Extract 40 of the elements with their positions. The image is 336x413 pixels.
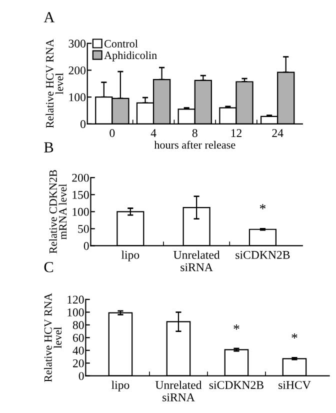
x-tick-label: 4 bbox=[150, 129, 156, 137]
x-tick-label: 0 bbox=[110, 129, 115, 138]
x-axis-title: hours after release bbox=[154, 140, 236, 149]
x-tick-label: lipo bbox=[112, 380, 130, 392]
annotation: * bbox=[292, 333, 298, 339]
y-tick-label: 300 bbox=[68, 40, 86, 48]
y-tick-label: 150 bbox=[72, 190, 89, 199]
chart-title: C bbox=[44, 262, 54, 272]
legend-label: Control bbox=[104, 40, 138, 48]
y-axis-title: Relative HCV RNA level bbox=[46, 39, 64, 128]
y-tick-label: 20 bbox=[73, 359, 84, 368]
y-tick-label: 40 bbox=[72, 346, 84, 355]
y-axis-title: Relative HCV RNA level bbox=[44, 293, 62, 382]
y-axis-title: Relative CDKN2B mRNA level bbox=[49, 170, 67, 254]
x-tick-label: Unrelated siRNA bbox=[174, 250, 220, 272]
y-tick-label: 120 bbox=[68, 296, 84, 304]
x-tick-label: lipo bbox=[121, 250, 140, 262]
x-tick-label: siCDKN2B bbox=[209, 381, 264, 389]
y-tick-label: 80 bbox=[72, 321, 84, 330]
x-tick-label: 8 bbox=[192, 129, 198, 138]
y-tick-label: 100 bbox=[68, 308, 84, 316]
y-tick-label: 60 bbox=[72, 334, 84, 342]
chart-title: B bbox=[44, 142, 54, 152]
x-tick-label: 12 bbox=[231, 129, 242, 137]
chart-title: A bbox=[44, 12, 55, 22]
y-tick-label: 100 bbox=[69, 93, 86, 102]
x-tick-label: siCDKN2B bbox=[236, 250, 290, 259]
x-tick-label: 24 bbox=[272, 129, 284, 137]
x-tick-label: Unrelated siRNA bbox=[155, 380, 202, 402]
y-tick-label: 200 bbox=[68, 66, 86, 74]
y-tick-label: 0 bbox=[78, 372, 84, 380]
y-tick-label: 0 bbox=[80, 120, 86, 128]
y-tick-label: 50 bbox=[78, 224, 89, 233]
y-tick-label: 0 bbox=[84, 242, 89, 250]
legend-label: Aphidicolin bbox=[104, 51, 157, 62]
y-tick-label: 100 bbox=[72, 208, 89, 216]
y-tick-label: 200 bbox=[72, 174, 89, 182]
annotation: * bbox=[260, 204, 266, 210]
annotation: * bbox=[234, 324, 240, 330]
x-tick-label: siHCV bbox=[278, 381, 311, 390]
